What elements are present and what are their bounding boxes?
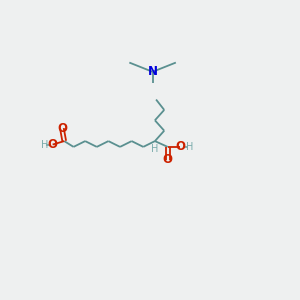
Text: H: H [41,140,48,150]
Text: H: H [186,142,194,152]
Text: O: O [176,140,185,153]
Text: O: O [163,153,173,166]
Text: O: O [48,138,58,151]
Text: O: O [57,122,67,135]
Text: H: H [151,144,159,154]
Text: N: N [148,65,158,78]
